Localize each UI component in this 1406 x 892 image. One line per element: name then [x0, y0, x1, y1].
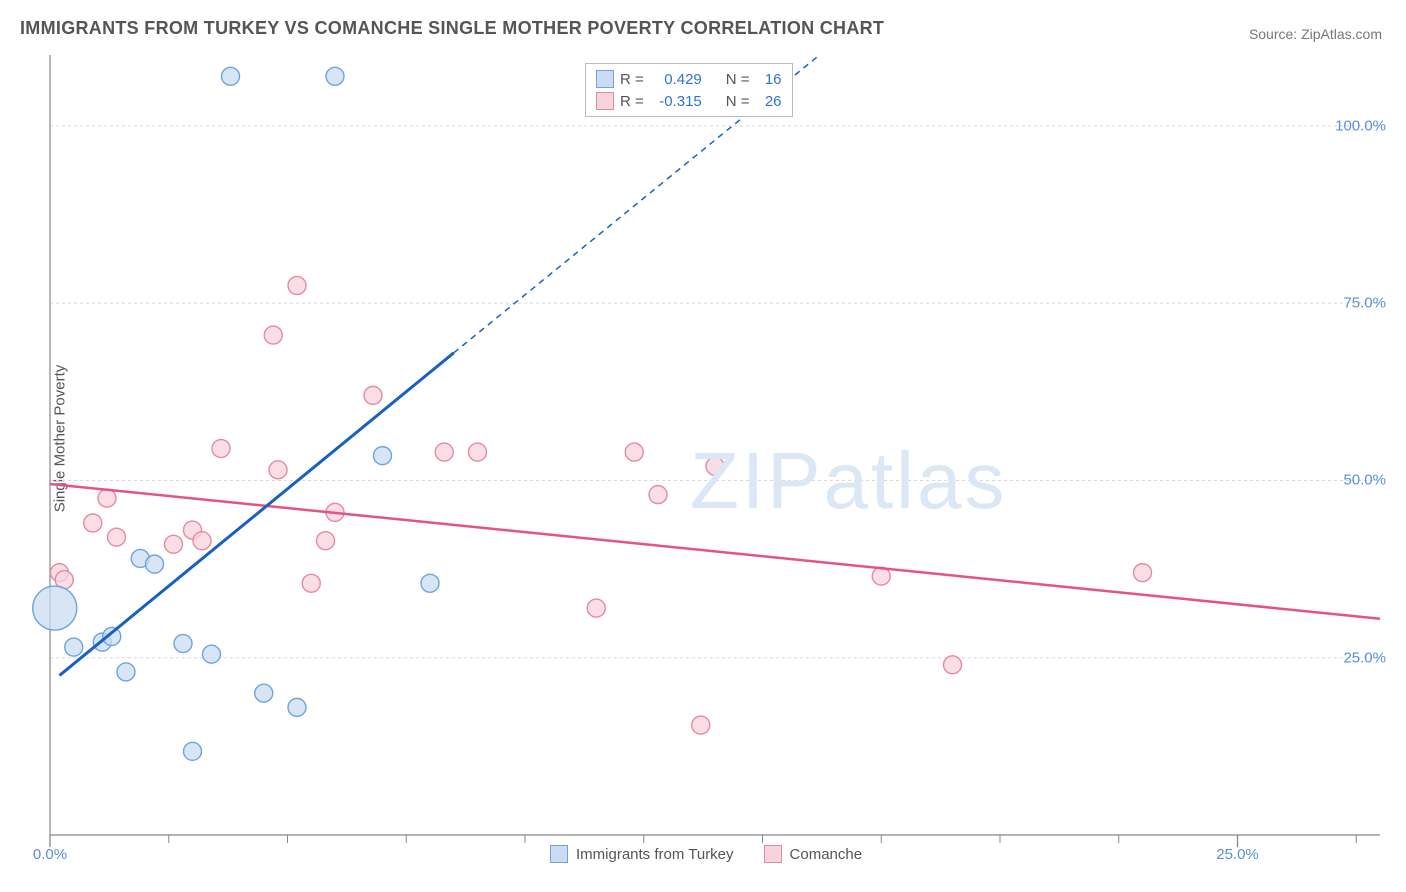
comanche-point	[1134, 564, 1152, 582]
legend-r-label: R =	[620, 71, 644, 88]
turkey-point	[65, 638, 83, 656]
legend-item: Immigrants from Turkey	[550, 845, 734, 863]
comanche-point	[212, 440, 230, 458]
turkey-trend-line	[60, 353, 454, 676]
y-tick-label: 100.0%	[1335, 117, 1386, 134]
comanche-point	[649, 486, 667, 504]
comanche-point	[302, 574, 320, 592]
comanche-point	[269, 461, 287, 479]
turkey-point	[288, 698, 306, 716]
turkey-point	[184, 742, 202, 760]
comanche-point	[108, 528, 126, 546]
x-tick-label: 0.0%	[33, 846, 67, 863]
legend-n-label: N =	[726, 71, 750, 88]
legend-swatch	[596, 70, 614, 88]
comanche-point	[165, 535, 183, 553]
turkey-point	[203, 645, 221, 663]
comanche-point	[98, 489, 116, 507]
source-name: ZipAtlas.com	[1301, 26, 1382, 42]
legend-row: R = 0.429 N = 16	[596, 68, 782, 90]
turkey-point	[146, 555, 164, 573]
comanche-point	[706, 457, 724, 475]
comanche-point	[692, 716, 710, 734]
turkey-point	[33, 586, 77, 630]
turkey-point	[174, 635, 192, 653]
plot-area: ZIPatlas R =0.429N =16R =-0.315N =26 Imm…	[50, 55, 1380, 835]
legend-swatch	[764, 845, 782, 863]
legend-label: Comanche	[790, 846, 863, 863]
legend-r-value: -0.315	[650, 93, 702, 110]
comanche-point	[625, 443, 643, 461]
scatter-svg	[50, 55, 1380, 835]
turkey-point	[374, 447, 392, 465]
legend-row: R = -0.315 N = 26	[596, 90, 782, 112]
chart-container: IMMIGRANTS FROM TURKEY VS COMANCHE SINGL…	[0, 0, 1406, 892]
legend-n-value: 16	[756, 71, 782, 88]
legend-swatch	[596, 92, 614, 110]
x-tick-label: 25.0%	[1216, 846, 1259, 863]
y-tick-label: 75.0%	[1343, 295, 1386, 312]
comanche-trend-line	[50, 484, 1380, 619]
comanche-point	[469, 443, 487, 461]
comanche-point	[944, 656, 962, 674]
comanche-point	[587, 599, 605, 617]
legend-item: Comanche	[764, 845, 863, 863]
comanche-point	[364, 386, 382, 404]
legend-label: Immigrants from Turkey	[576, 846, 734, 863]
turkey-point	[222, 67, 240, 85]
legend-n-value: 26	[756, 93, 782, 110]
correlation-legend: R = 0.429 N = 16 R = -0.315 N = 26	[585, 63, 793, 117]
legend-n-label: N =	[726, 93, 750, 110]
source-label: Source:	[1249, 26, 1301, 42]
turkey-point	[117, 663, 135, 681]
turkey-point	[421, 574, 439, 592]
chart-title: IMMIGRANTS FROM TURKEY VS COMANCHE SINGL…	[20, 18, 884, 39]
comanche-point	[435, 443, 453, 461]
comanche-point	[84, 514, 102, 532]
legend-r-value: 0.429	[650, 71, 702, 88]
comanche-point	[193, 532, 211, 550]
comanche-point	[317, 532, 335, 550]
series-legend: Immigrants from Turkey Comanche	[550, 845, 862, 863]
turkey-point	[255, 684, 273, 702]
legend-swatch	[550, 845, 568, 863]
comanche-point	[264, 326, 282, 344]
legend-r-label: R =	[620, 93, 644, 110]
source-attribution: Source: ZipAtlas.com	[1249, 26, 1382, 42]
turkey-point	[326, 67, 344, 85]
comanche-point	[288, 276, 306, 294]
y-tick-label: 50.0%	[1343, 472, 1386, 489]
y-tick-label: 25.0%	[1343, 649, 1386, 666]
